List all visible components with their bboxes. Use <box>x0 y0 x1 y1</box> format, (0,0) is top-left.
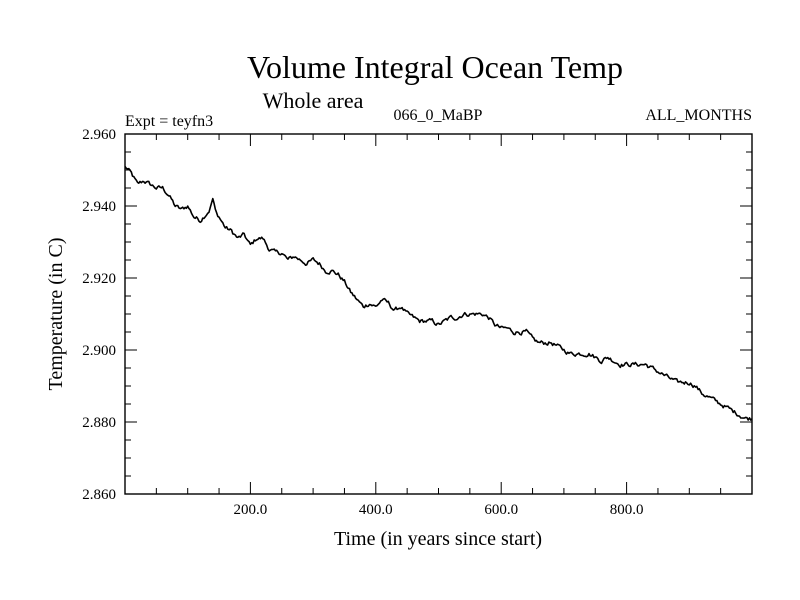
y-tick-label: 2.860 <box>82 487 116 503</box>
y-tick-label: 2.880 <box>82 415 116 431</box>
period-label: 066_0_MaBP <box>394 107 483 124</box>
x-tick-label: 200.0 <box>234 502 268 518</box>
temperature-series-line <box>124 165 753 421</box>
x-tick-label: 400.0 <box>359 502 393 518</box>
experiment-label: Expt = teyfn3 <box>125 113 213 130</box>
months-label: ALL_MONTHS <box>645 107 752 124</box>
y-tick-label: 2.940 <box>82 199 116 215</box>
y-axis-label: Temperature (in C) <box>45 238 67 391</box>
axis-ticks <box>125 134 752 494</box>
plot-frame <box>124 133 753 495</box>
y-tick-label: 2.900 <box>82 343 116 359</box>
x-tick-labels: 200.0 400.0 600.0 800.0 <box>234 502 644 518</box>
y-tick-labels: 2.860 2.880 2.900 2.920 2.940 2.960 <box>82 127 116 503</box>
x-tick-label: 800.0 <box>610 502 644 518</box>
y-tick-label: 2.920 <box>82 271 116 287</box>
chart-subtitle: Whole area <box>263 88 364 113</box>
x-axis-label: Time (in years since start) <box>334 528 542 550</box>
y-tick-label: 2.960 <box>82 127 116 143</box>
x-tick-label: 600.0 <box>484 502 518 518</box>
chart-title: Volume Integral Ocean Temp <box>247 49 623 85</box>
